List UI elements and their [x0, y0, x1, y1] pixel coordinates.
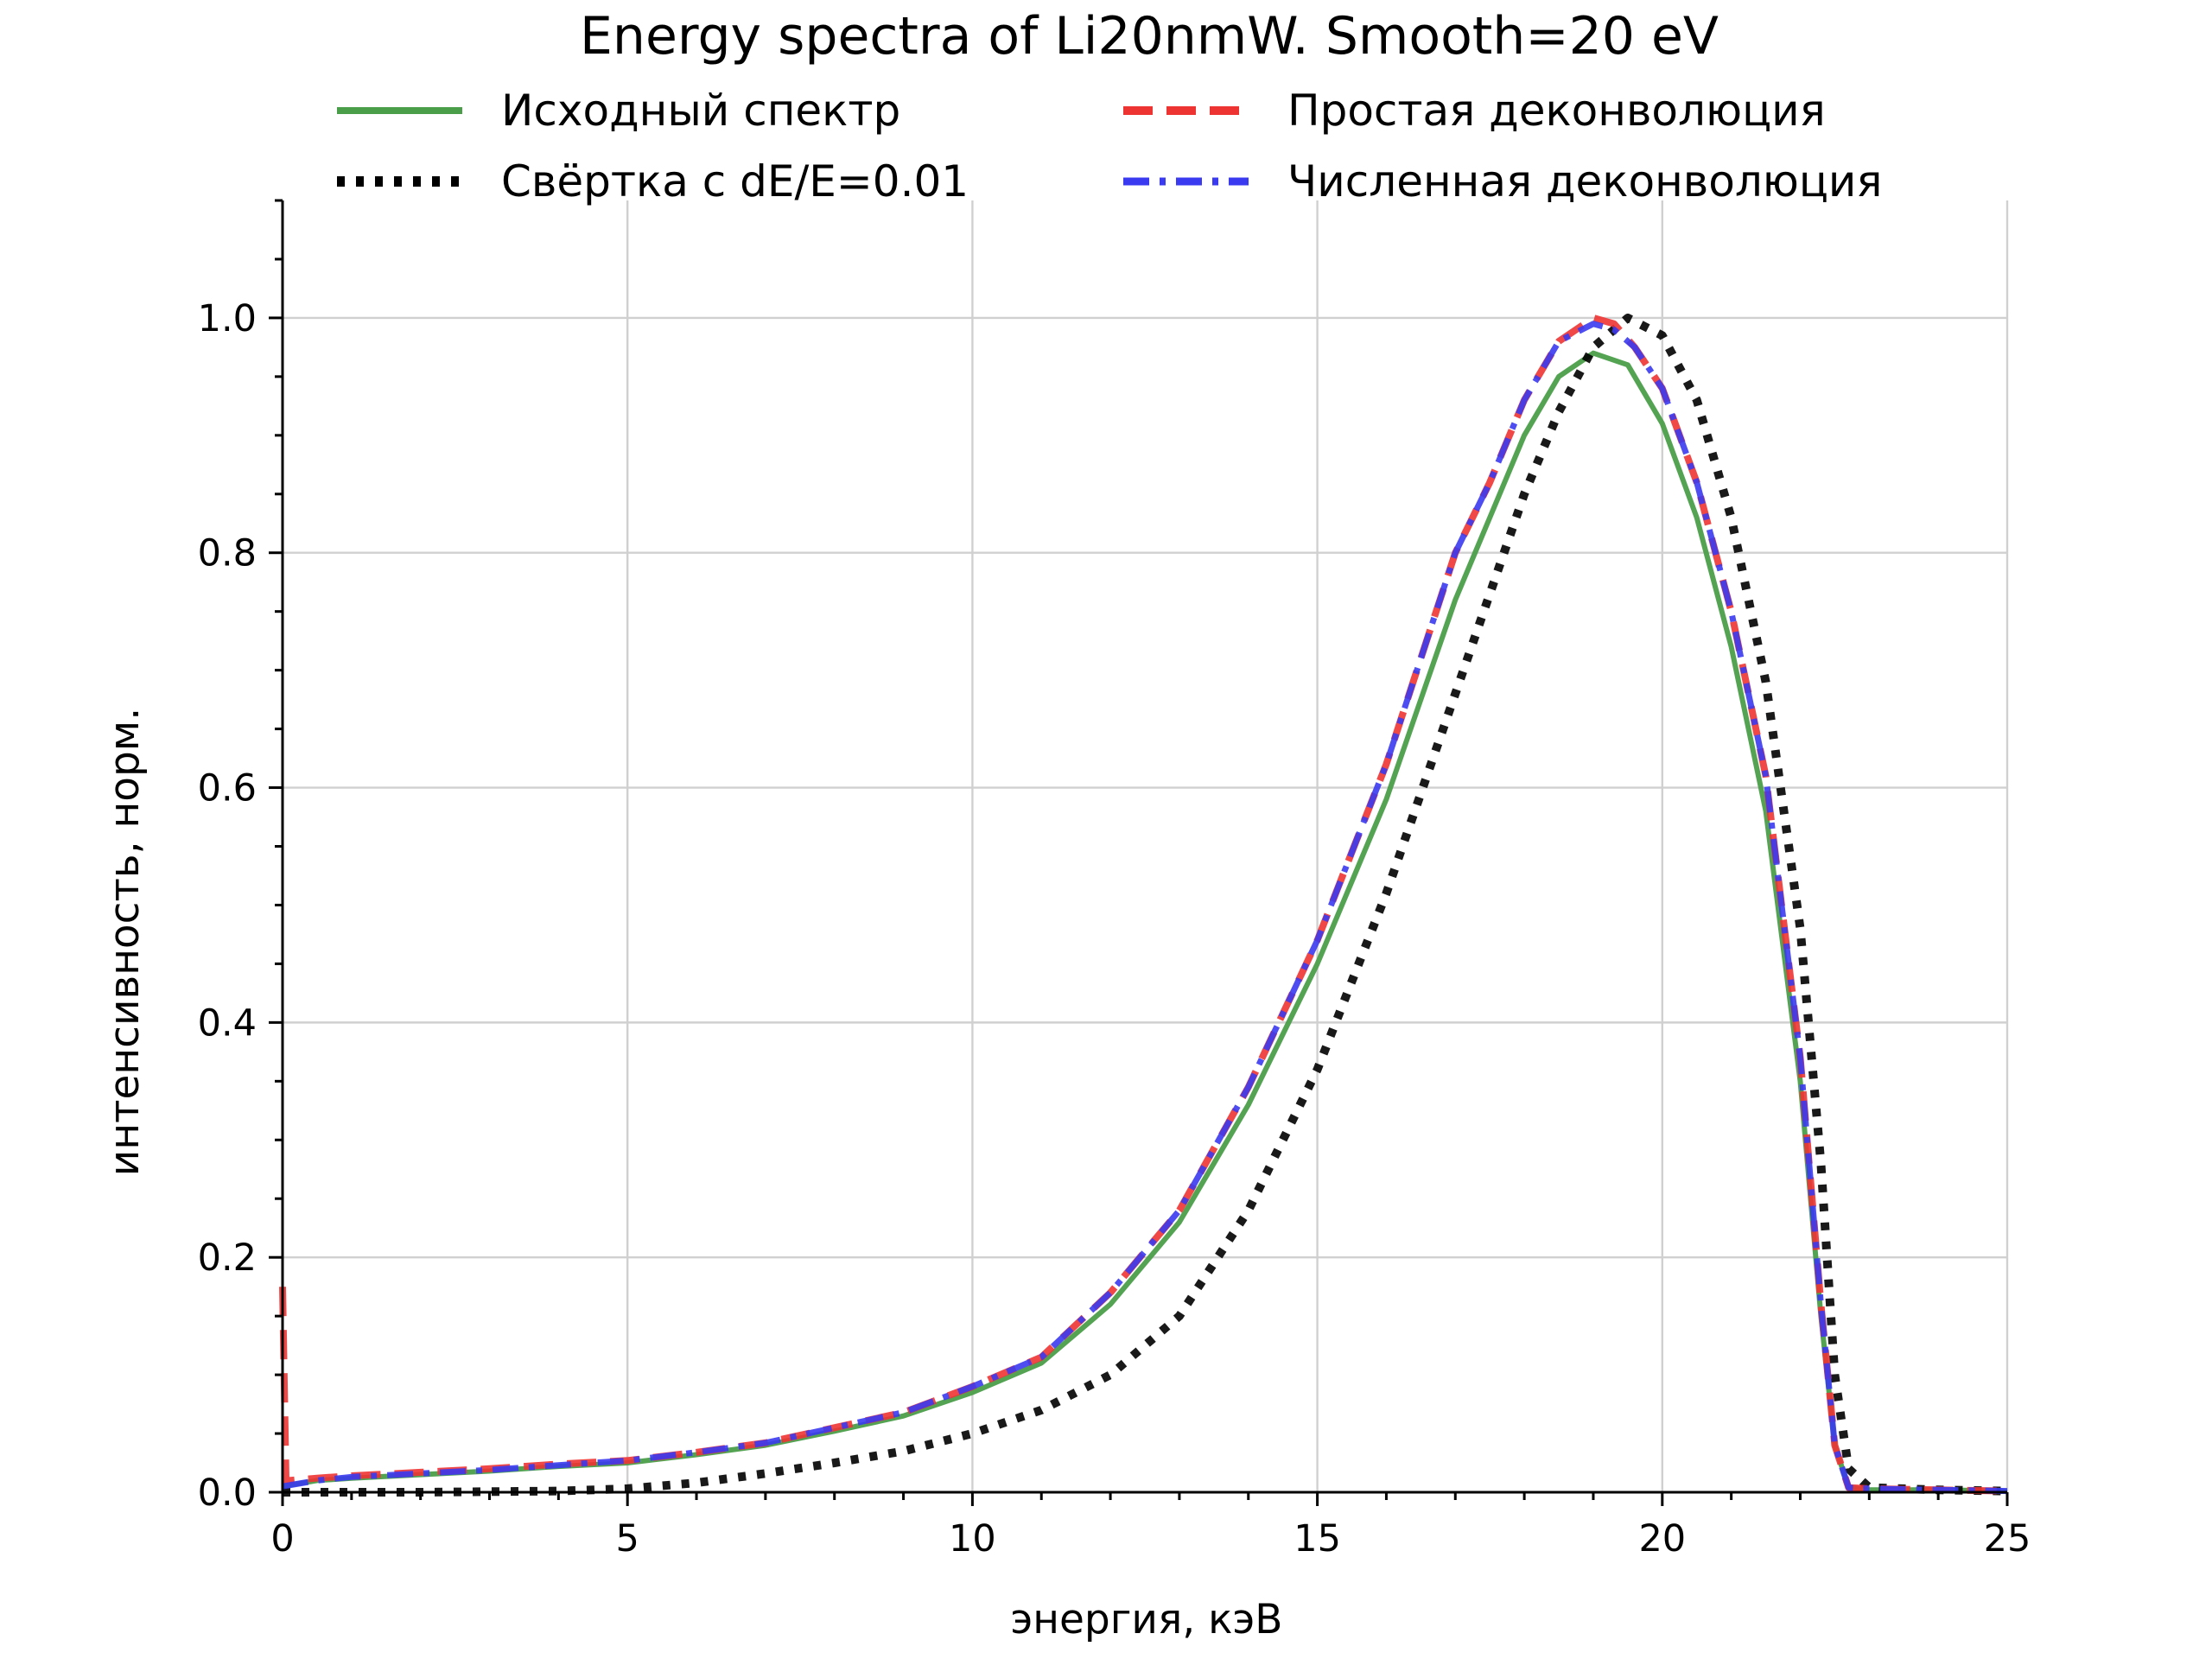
y-tick-label: 0.2	[198, 1236, 257, 1280]
y-tick-label: 1.0	[198, 297, 257, 340]
x-axis-title: энергия, кэВ	[1010, 1596, 1282, 1643]
x-tick-label: 5	[616, 1517, 639, 1560]
chart-title: Energy spectra of Li20nmW. Smooth=20 eV	[580, 6, 1719, 67]
series-line-3	[279, 314, 2008, 1495]
x-tick-label: 0	[270, 1517, 294, 1560]
series-layer	[279, 313, 2008, 1497]
x-tick-label: 10	[949, 1517, 996, 1560]
series-line-4	[282, 321, 2008, 1495]
y-tick-label: 0.0	[198, 1471, 257, 1515]
legend-label: Исходный спектр	[501, 86, 900, 136]
y-tick-label: 0.4	[198, 1001, 257, 1045]
legend-label: Свёртка с dE/E=0.01	[501, 156, 969, 207]
legend-label: Простая деконволюция	[1287, 86, 1826, 136]
series-line-1	[282, 350, 2008, 1494]
axes: 0 5 10 15 20 25 0.0 0.2 0.4 0.6 0.8 1.0	[198, 199, 2031, 1560]
x-tick-label: 15	[1294, 1517, 1341, 1560]
x-tick-label: 25	[1984, 1517, 2031, 1560]
x-tick-label: 20	[1638, 1517, 1686, 1560]
y-tick-label: 0.6	[198, 767, 257, 810]
series-line-2	[283, 313, 2008, 1497]
legend: Исходный спектр Простая деконволюция Свёрт…	[337, 86, 1883, 207]
y-tick-label: 0.8	[198, 532, 257, 575]
legend-label: Численная деконволюция	[1287, 156, 1883, 207]
y-axis-title: интенсивность, норм.	[101, 708, 149, 1176]
grid	[283, 200, 2009, 1492]
